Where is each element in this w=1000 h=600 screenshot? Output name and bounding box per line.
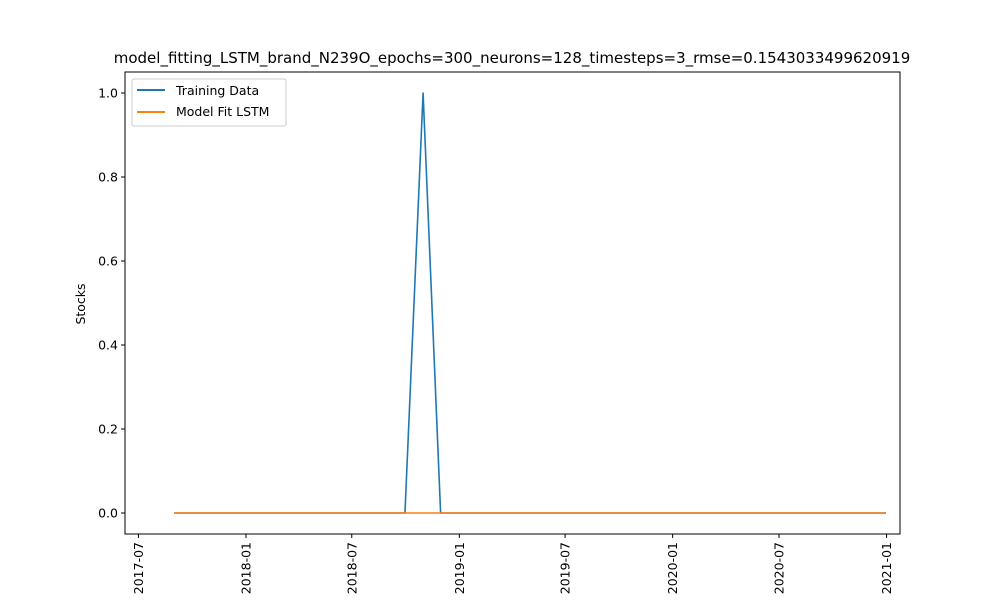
y-tick-label: 0.8 (98, 170, 118, 185)
legend: Training Data Model Fit LSTM (131, 78, 287, 127)
y-tick-label: 0.0 (98, 506, 118, 521)
ticks-layer: 0.0 0.2 0.4 0.6 0.8 1.0 2017-07 2018-01 2018-07 2… (98, 86, 894, 595)
x-tick-label: 2018-07 (344, 542, 359, 594)
y-tick-label: 1.0 (98, 86, 118, 101)
x-tick-label: 2020-07 (772, 542, 787, 594)
series-layer (174, 92, 886, 514)
x-tick-label: 2021-01 (879, 542, 894, 594)
x-tick-label: 2019-07 (558, 542, 573, 594)
x-tick-label: 2020-01 (665, 542, 680, 594)
legend-label-training-data: Training Data (175, 83, 259, 98)
x-tick-label: 2018-01 (238, 542, 253, 594)
y-tick-label: 0.2 (98, 422, 118, 437)
y-axis-label: Stocks (73, 283, 88, 324)
chart-title: model_fitting_LSTM_brand_N239O_epochs=30… (114, 49, 911, 68)
x-tick-label: 2019-01 (452, 542, 467, 594)
y-tick-label: 0.6 (98, 254, 118, 269)
y-tick-label: 0.4 (98, 338, 118, 353)
x-tick-label: 2017-07 (131, 542, 146, 594)
legend-box (131, 78, 287, 127)
plot-area-frame (124, 71, 901, 535)
legend-label-model-fit-lstm: Model Fit LSTM (176, 104, 269, 119)
